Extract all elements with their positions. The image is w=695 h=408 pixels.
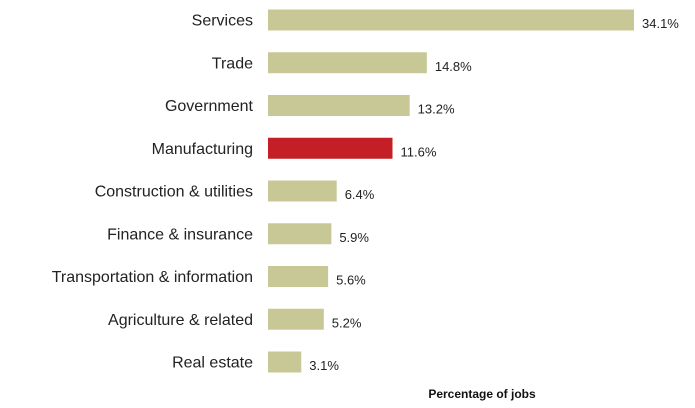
category-label-real-estate: Real estate [172,355,253,372]
bar-real-estate [268,351,302,373]
category-label-agriculture-related: Agriculture & related [108,312,253,329]
category-label-transportation-information: Transportation & information [52,269,253,286]
value-label-trade: 14.8% [435,59,472,74]
category-label-finance-insurance: Finance & insurance [107,226,253,243]
category-label-trade: Trade [212,55,253,72]
value-label-manufacturing: 11.6% [401,144,437,159]
category-label-government: Government [165,98,254,115]
bar-construction-utilities [268,180,337,202]
bar-services [268,9,634,31]
value-labels-group: 34.1% 14.8% 13.2% 11.6% 6.4% 5.9% 5.6% 5.2% 3.1% [309,16,679,373]
category-labels-group: Services Trade Government Manufacturing Cons… [52,13,254,372]
value-label-agriculture-related: 5.2% [332,315,362,330]
value-label-finance-insurance: 5.9% [339,230,369,245]
bar-finance-insurance [268,223,332,245]
bar-government [268,95,410,116]
bar-manufacturing [268,137,393,159]
bar-agriculture-related [268,308,324,330]
value-label-services: 34.1% [642,16,679,31]
bar-trade [268,52,427,74]
value-label-transportation-information: 5.6% [336,273,366,288]
bars-group [268,9,634,373]
bar-transportation-information [268,266,329,287]
value-label-real-estate: 3.1% [309,358,339,373]
value-label-government: 13.2% [418,102,455,117]
category-label-construction-utilities: Construction & utilities [95,184,253,201]
x-axis-title: Percentage of jobs [428,387,536,401]
category-label-services: Services [192,13,253,30]
category-label-manufacturing: Manufacturing [152,141,253,158]
value-label-construction-utilities: 6.4% [345,187,375,202]
